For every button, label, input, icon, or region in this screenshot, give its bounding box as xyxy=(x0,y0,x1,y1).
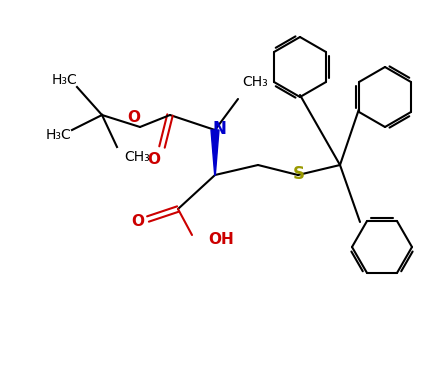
Text: O: O xyxy=(132,214,145,229)
Text: CH₃: CH₃ xyxy=(242,75,268,89)
Text: H₃C: H₃C xyxy=(45,128,71,142)
Text: CH₃: CH₃ xyxy=(124,150,150,164)
Text: N: N xyxy=(212,120,226,138)
Polygon shape xyxy=(211,130,219,175)
Text: O: O xyxy=(127,110,140,126)
Text: S: S xyxy=(293,165,305,183)
Text: H₃C: H₃C xyxy=(51,73,77,87)
Text: OH: OH xyxy=(208,233,234,247)
Text: O: O xyxy=(148,152,160,167)
